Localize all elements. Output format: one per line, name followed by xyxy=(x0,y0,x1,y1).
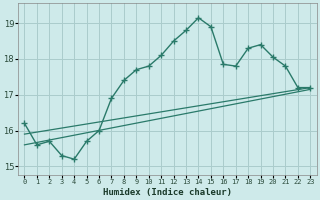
X-axis label: Humidex (Indice chaleur): Humidex (Indice chaleur) xyxy=(103,188,232,197)
